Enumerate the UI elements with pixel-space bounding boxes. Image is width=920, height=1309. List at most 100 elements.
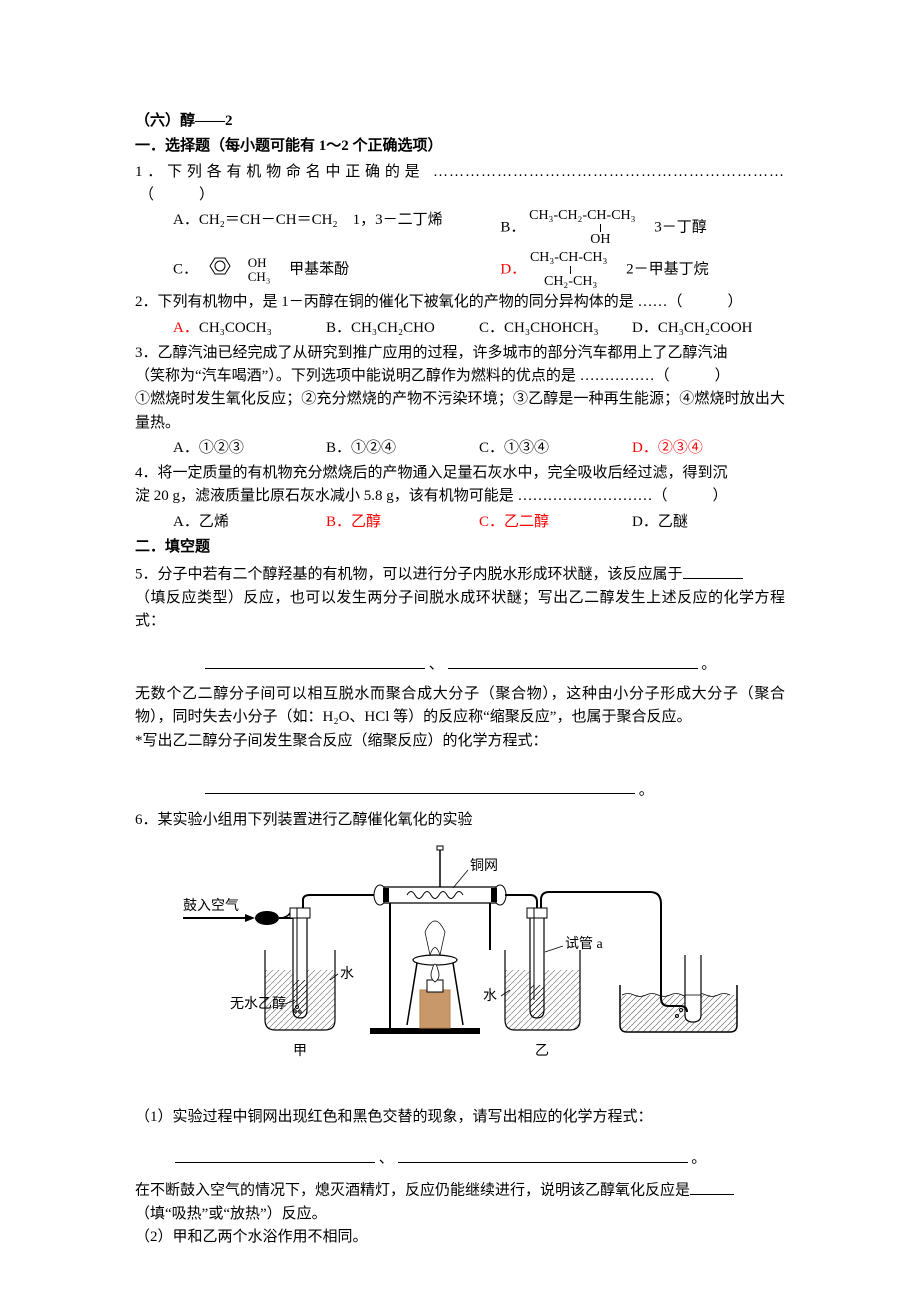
label-tube-a: 试管 a bbox=[565, 936, 603, 952]
q2-optC-text: CH₃CHOHCH₃ bbox=[504, 320, 599, 336]
q6-diagram: 鼓入空气 无水乙醇 bbox=[135, 840, 785, 1098]
label-ethanol: 无水乙醇 bbox=[230, 995, 286, 1012]
q1-optD-bot: CH₂-CH₃ bbox=[544, 275, 597, 289]
label-cup-left: 甲 bbox=[293, 1044, 307, 1059]
q2-optA: A．CH₃COCH₃ bbox=[173, 317, 326, 340]
apparatus-svg: 鼓入空气 无水乙醇 bbox=[175, 840, 745, 1090]
q3-optB: B．①②④ bbox=[326, 437, 479, 460]
q2-optD-text: CH₃CH₂COOH bbox=[658, 320, 753, 336]
q4-optC: C．乙二醇 bbox=[479, 511, 632, 534]
q4-opts: A．乙烯 B．乙醇 C．乙二醇 D．乙醚 bbox=[173, 511, 785, 534]
q4-line1: 4．将一定质量的有机物充分燃烧后的产物通入足量石灰水中，完全吸收后经过滤，得到沉 bbox=[135, 462, 785, 485]
page-root: （六）醇——2 一．选择题（每小题可能有 1～2 个正确选项） 1．下列各有机物… bbox=[0, 0, 920, 1309]
q5-period2: 。 bbox=[639, 782, 654, 798]
q3-line2: （笑称为“汽车喝酒”）。下列选项中能说明乙醇作为燃料的优点的是 ……………（ ） bbox=[135, 365, 785, 388]
q1-optA-name: 1，3－二丁烯 bbox=[338, 212, 443, 228]
q1-optB-name: 3－丁醇 bbox=[639, 219, 707, 235]
q1-optB-top: CH₃-CH₂-CH-CH₃ bbox=[529, 209, 635, 223]
benzene-icon bbox=[202, 251, 246, 281]
q2-optB-text: CH₃CH₂CHO bbox=[351, 320, 435, 336]
q2-optA-label: A． bbox=[173, 320, 199, 336]
q3-line3: ①燃烧时发生氧化反应；②充分燃烧的产物不污染环境；③乙醇是一种再生能源；④燃烧时… bbox=[135, 388, 785, 435]
q1-optC-ch3: CH₃ bbox=[248, 270, 271, 284]
q1-stem: 1．下列各有机物命名中正确的是 ………………………………………………………… （… bbox=[135, 161, 785, 208]
q6-sep: 、 bbox=[379, 1151, 394, 1167]
q4-optD: D．乙醚 bbox=[632, 511, 785, 534]
q4-line2: 淀 20 g，滤液质量比原石灰水减小 5.8 g，该有机物可能是 …………………… bbox=[135, 485, 785, 508]
q2-optC: C．CH₃CHOHCH₃ bbox=[479, 317, 632, 340]
q2-opts: A．CH₃COCH₃ B．CH₃CH₂CHO C．CH₃CHOHCH₃ D．CH… bbox=[173, 317, 785, 340]
label-air-in: 鼓入空气 bbox=[183, 898, 239, 914]
q1-paren: （ ） bbox=[139, 184, 214, 207]
q2-optD-label: D． bbox=[632, 320, 658, 336]
q1-optD: D． CH₃-CH-CH₃ CH₂-CH₃ 2－甲基丁烷 bbox=[500, 251, 785, 289]
q5-eq-row: 、 。 bbox=[135, 651, 785, 677]
q3-optA: A．①②③ bbox=[173, 437, 326, 460]
q1-optB-structure: CH₃-CH₂-CH-CH₃ OH bbox=[529, 209, 635, 247]
q1-opts-row2: C． OH CH₃ 甲基苯酚 D． CH₃-CH-CH₃ CH₂-CH₃ 2－甲… bbox=[173, 251, 785, 289]
q1-optA: A．CH₂＝CH－CH＝CH₂ 1，3－二丁烯 bbox=[173, 209, 500, 247]
q6-p1-line2: 在不断鼓入空气的情况下，熄灭酒精灯，反应仍能继续进行，说明该乙醇氧化反应是 bbox=[135, 1177, 785, 1203]
q1-optD-label: D． bbox=[500, 261, 526, 277]
q1-optA-label: A． bbox=[173, 212, 199, 228]
q6-p1-line2-text: 在不断鼓入空气的情况下，熄灭酒精灯，反应仍能继续进行，说明该乙醇氧化反应是 bbox=[135, 1183, 690, 1199]
q5-blank-eq2[interactable] bbox=[448, 651, 698, 669]
label-copper-net: 铜网 bbox=[470, 858, 498, 874]
label-cup-right: 乙 bbox=[535, 1043, 549, 1059]
q5-line1: 5．分子中若有二个醇羟基的有机物，可以进行分子内脱水形成环状醚，该反应属于 bbox=[135, 561, 785, 587]
q1-stem-text: 1．下列各有机物命名中正确的是 bbox=[135, 164, 424, 180]
q1-optC-structure bbox=[202, 251, 246, 289]
q1-optB-label: B． bbox=[500, 219, 525, 235]
q5-eq-row2: 。 bbox=[135, 777, 785, 803]
q3-optC: C．①③④ bbox=[479, 437, 632, 460]
q1-optB-bot: OH bbox=[590, 233, 610, 247]
q1-dots: ………………………………………………………… bbox=[433, 164, 785, 180]
q6-p2: （2）甲和乙两个水浴作用不相同。 bbox=[135, 1226, 785, 1249]
q3-line1: 3．乙醇汽油已经完成了从研究到推广应用的过程，许多城市的部分汽车都用上了乙醇汽油 bbox=[135, 342, 785, 365]
q5-line1-text: 5．分子中若有二个醇羟基的有机物，可以进行分子内脱水形成环状醚，该反应属于 bbox=[135, 567, 683, 583]
q1-optD-name: 2－甲基丁烷 bbox=[611, 261, 709, 277]
q6-p1-line3: （填“吸热”或“放热”）反应。 bbox=[135, 1203, 785, 1226]
q1-opts-row1: A．CH₂＝CH－CH＝CH₂ 1，3－二丁烯 B． CH₃-CH₂-CH-CH… bbox=[173, 209, 785, 247]
q4-optA: A．乙烯 bbox=[173, 511, 326, 534]
q1-optC: C． OH CH₃ 甲基苯酚 bbox=[173, 251, 500, 289]
doc-title: （六）醇——2 bbox=[135, 110, 785, 133]
q3-opts: A．①②③ B．①②④ C．①③④ D．②③④ bbox=[173, 437, 785, 460]
q2-optA-text: CH₃COCH₃ bbox=[199, 320, 272, 336]
q6-stem: 6．某实验小组用下列装置进行乙醇催化氧化的实验 bbox=[135, 809, 785, 832]
q1-optC-name: 甲基苯酚 bbox=[274, 262, 349, 278]
q1-optA-formula: CH₂＝CH－CH＝CH₂ bbox=[199, 212, 338, 228]
q1-optC-label: C． bbox=[173, 262, 198, 278]
q1-optD-structure: CH₃-CH-CH₃ CH₂-CH₃ bbox=[530, 251, 607, 289]
q6-blank-heat[interactable] bbox=[690, 1177, 734, 1195]
q2-stem: 2．下列有机物中，是 1－丙醇在铜的催化下被氧化的产物的同分异构体的是 ……（ … bbox=[135, 291, 785, 314]
q6-tail: 。 bbox=[691, 1151, 706, 1167]
q5-line2: （填反应类型）反应，也可以发生两分子间脱水成环状醚；写出乙二醇发生上述反应的化学… bbox=[135, 587, 785, 634]
q1-optD-bond bbox=[570, 266, 571, 274]
label-water-left: 水 bbox=[340, 966, 354, 982]
q2-optC-label: C． bbox=[479, 320, 504, 336]
q3-optD: D．②③④ bbox=[632, 437, 785, 460]
q4-optB: B．乙醇 bbox=[326, 511, 479, 534]
label-water-right: 水 bbox=[483, 988, 497, 1004]
section2-title: 二．填空题 bbox=[135, 536, 785, 559]
q6-p1-eqrow: 、 。 bbox=[135, 1145, 785, 1171]
q6-blank-eq2[interactable] bbox=[398, 1145, 688, 1163]
q1-optB-bond bbox=[600, 224, 601, 232]
q5-line3: 无数个乙二醇分子间可以相互脱水而聚合成大分子（聚合物），这种由小分子形成大分子（… bbox=[135, 683, 785, 730]
q1-optD-top: CH₃-CH-CH₃ bbox=[530, 251, 607, 265]
q6-blank-eq1[interactable] bbox=[175, 1145, 375, 1163]
section1-title: 一．选择题（每小题可能有 1～2 个正确选项） bbox=[135, 135, 785, 158]
q2-optB-label: B． bbox=[326, 320, 351, 336]
q5-line4: *写出乙二醇分子间发生聚合反应（缩聚反应）的化学方程式： bbox=[135, 730, 785, 753]
q1-optB: B． CH₃-CH₂-CH-CH₃ OH 3－丁醇 bbox=[500, 209, 785, 247]
q2-optD: D．CH₃CH₂COOH bbox=[632, 317, 785, 340]
q5-blank1[interactable] bbox=[683, 561, 743, 579]
q1-optC-oh: OH bbox=[248, 256, 271, 270]
q6-p1-line1: （1）实验过程中铜网出现红色和黑色交替的现象，请写出相应的化学方程式： bbox=[135, 1106, 785, 1129]
q5-blank-eq1[interactable] bbox=[205, 651, 425, 669]
q5-period: 。 bbox=[701, 657, 716, 673]
q5-blank-eq3[interactable] bbox=[205, 777, 635, 795]
q5-sep: 、 bbox=[429, 657, 444, 673]
q2-optB: B．CH₃CH₂CHO bbox=[326, 317, 479, 340]
